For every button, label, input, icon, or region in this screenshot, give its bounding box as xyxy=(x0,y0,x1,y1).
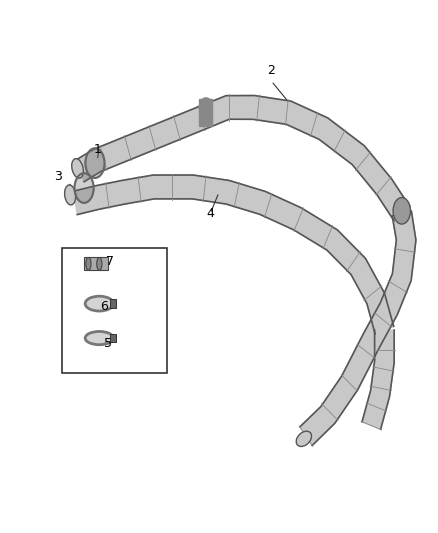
Ellipse shape xyxy=(85,148,105,178)
Polygon shape xyxy=(300,211,416,446)
Text: 3: 3 xyxy=(54,170,62,183)
Bar xyxy=(110,334,116,342)
Text: 5: 5 xyxy=(104,337,112,350)
Bar xyxy=(84,257,108,270)
Polygon shape xyxy=(198,95,410,221)
Bar xyxy=(62,248,167,373)
Bar xyxy=(199,100,212,126)
Ellipse shape xyxy=(86,257,91,270)
Text: 7: 7 xyxy=(106,255,114,268)
Ellipse shape xyxy=(85,296,113,311)
Polygon shape xyxy=(75,107,205,182)
Ellipse shape xyxy=(296,431,311,447)
Text: 6: 6 xyxy=(100,300,108,313)
Polygon shape xyxy=(74,175,394,334)
Polygon shape xyxy=(362,330,394,430)
Text: 2: 2 xyxy=(267,64,275,77)
Ellipse shape xyxy=(201,98,210,104)
Text: 4: 4 xyxy=(206,207,214,220)
Ellipse shape xyxy=(85,332,113,345)
Text: 1: 1 xyxy=(93,143,101,156)
Bar xyxy=(110,300,116,308)
Ellipse shape xyxy=(65,185,76,205)
Ellipse shape xyxy=(393,198,410,224)
Ellipse shape xyxy=(74,173,94,203)
Ellipse shape xyxy=(72,159,83,178)
Ellipse shape xyxy=(97,257,102,270)
